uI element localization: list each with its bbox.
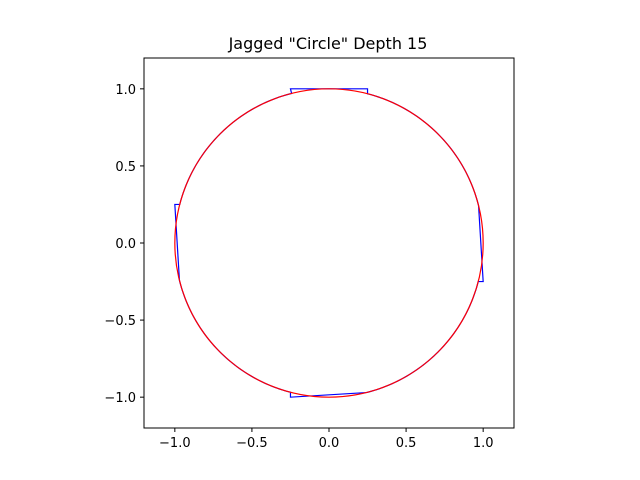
y-tick-label: 1.0 [115, 83, 136, 98]
plot-area [144, 58, 514, 428]
chart-title: Jagged "Circle" Depth 15 [228, 34, 428, 53]
y-tick-label: 0.0 [115, 237, 136, 252]
x-tick-label: 0.0 [319, 436, 340, 451]
x-tick-label: 0.5 [396, 436, 417, 451]
y-tick-label: −0.5 [104, 314, 136, 329]
x-tick-label: 1.0 [473, 436, 494, 451]
y-axis: 1.0 0.5 0.0 −0.5 −1.0 [104, 83, 144, 406]
y-tick-label: 0.5 [115, 160, 136, 175]
x-axis: −1.0 −0.5 0.0 0.5 1.0 [159, 428, 494, 451]
x-tick-label: −0.5 [236, 436, 268, 451]
y-tick-label: −1.0 [104, 391, 136, 406]
series-circle [174, 88, 484, 398]
series-layer [174, 88, 484, 398]
x-tick-label: −1.0 [159, 436, 191, 451]
